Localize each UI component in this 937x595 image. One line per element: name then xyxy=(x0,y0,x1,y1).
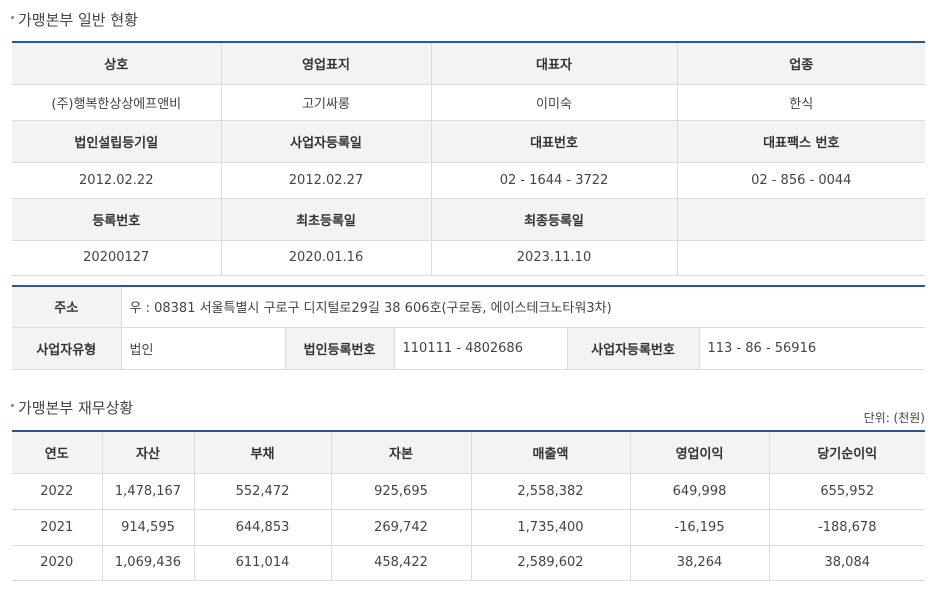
equity-cell: 269,742 xyxy=(331,509,472,546)
representative: 이미숙 xyxy=(431,84,678,121)
business-type-value: 법인 xyxy=(121,327,286,370)
liabilities-cell: 611,014 xyxy=(194,545,332,581)
header-cell: 사업자등록일 xyxy=(221,120,432,163)
assets-cell: 914,595 xyxy=(102,509,195,546)
incorporation-date: 2012.02.22 xyxy=(12,162,222,199)
table-row: 주소 우 : 08381 서울특별시 구로구 디지털로29길 38 606호(구… xyxy=(12,286,926,328)
year-cell: 2021 xyxy=(12,509,103,546)
corporate-registration-label: 법인등록번호 xyxy=(285,327,395,370)
assets-cell: 1,069,436 xyxy=(102,545,195,581)
header-cell: 최초등록일 xyxy=(221,198,432,241)
business-registration-date: 2012.02.27 xyxy=(221,162,432,199)
financial-status-title: 가맹본부 재무상황 xyxy=(11,397,133,418)
header-cell: 대표팩스 번호 xyxy=(677,120,925,163)
header-cell: 연도 xyxy=(12,431,103,474)
net-income-cell: -188,678 xyxy=(769,509,925,546)
net-income-cell: 38,084 xyxy=(769,545,925,581)
header-cell: 자산 xyxy=(102,431,195,474)
revenue-cell: 1,735,400 xyxy=(471,509,631,546)
header-cell: 영업표지 xyxy=(221,42,432,85)
header-cell: 최종등록일 xyxy=(431,198,678,241)
business-registration-label: 사업자등록번호 xyxy=(567,327,700,370)
header-cell xyxy=(677,198,925,241)
assets-cell: 1,478,167 xyxy=(102,473,195,510)
header-cell: 상호 xyxy=(12,42,222,85)
table-header-row: 등록번호 최초등록일 최종등록일 xyxy=(12,198,925,241)
bullet-icon xyxy=(11,16,14,19)
first-registration-date: 2020.01.16 xyxy=(221,240,432,276)
table-row: 2020 1,069,436 611,014 458,422 2,589,602… xyxy=(12,545,925,581)
bullet-icon xyxy=(11,404,14,407)
fax-number: 02 - 856 - 0044 xyxy=(677,162,925,199)
business-category: 한식 xyxy=(677,84,925,121)
financial-table: 연도 자산 부채 자본 매출액 영업이익 당기순이익 2022 1,478,16… xyxy=(12,430,925,581)
equity-cell: 925,695 xyxy=(331,473,472,510)
table-header-row: 연도 자산 부채 자본 매출액 영업이익 당기순이익 xyxy=(12,431,925,474)
year-cell: 2020 xyxy=(12,545,103,581)
liabilities-cell: 644,853 xyxy=(194,509,332,546)
year-cell: 2022 xyxy=(12,473,103,510)
header-cell: 당기순이익 xyxy=(769,431,925,474)
table-header-row: 법인설립등기일 사업자등록일 대표번호 대표팩스 번호 xyxy=(12,120,925,163)
address-label: 주소 xyxy=(12,286,122,328)
table-row: (주)행복한상상에프앤비 고기싸롱 이미숙 한식 xyxy=(12,84,925,121)
equity-cell: 458,422 xyxy=(331,545,472,581)
header-cell: 영업이익 xyxy=(630,431,770,474)
header-cell: 대표자 xyxy=(431,42,678,85)
revenue-cell: 2,589,602 xyxy=(471,545,631,581)
header-cell: 업종 xyxy=(677,42,925,85)
net-income-cell: 655,952 xyxy=(769,473,925,510)
phone-number: 02 - 1644 - 3722 xyxy=(431,162,678,199)
table-header-row: 상호 영업표지 대표자 업종 xyxy=(12,42,925,85)
operating-income-cell: 649,998 xyxy=(630,473,770,510)
general-info-table: 상호 영업표지 대표자 업종 (주)행복한상상에프앤비 고기싸롱 이미숙 한식 … xyxy=(12,41,925,276)
corporate-registration-value: 110111 - 4802686 xyxy=(394,327,568,370)
header-cell: 등록번호 xyxy=(12,198,222,241)
header-cell: 매출액 xyxy=(471,431,631,474)
table-row: 20200127 2020.01.16 2023.11.10 xyxy=(12,240,925,276)
business-type-label: 사업자유형 xyxy=(12,327,122,370)
liabilities-cell: 552,472 xyxy=(194,473,332,510)
general-status-title: 가맹본부 일반 현황 xyxy=(11,9,138,30)
address-table: 주소 우 : 08381 서울특별시 구로구 디지털로29길 38 606호(구… xyxy=(12,285,926,370)
revenue-cell: 2,558,382 xyxy=(471,473,631,510)
header-cell: 대표번호 xyxy=(431,120,678,163)
address-value: 우 : 08381 서울특별시 구로구 디지털로29길 38 606호(구로동,… xyxy=(121,286,926,328)
registration-number: 20200127 xyxy=(12,240,222,276)
brand-name: 고기싸롱 xyxy=(221,84,432,121)
table-row: 2022 1,478,167 552,472 925,695 2,558,382… xyxy=(12,473,925,510)
company-name: (주)행복한상상에프앤비 xyxy=(12,84,222,121)
operating-income-cell: 38,264 xyxy=(630,545,770,581)
header-cell: 자본 xyxy=(331,431,472,474)
operating-income-cell: -16,195 xyxy=(630,509,770,546)
header-cell: 부채 xyxy=(194,431,332,474)
table-row: 사업자유형 법인 법인등록번호 110111 - 4802686 사업자등록번호… xyxy=(12,327,926,370)
empty-cell xyxy=(677,240,925,276)
last-registration-date: 2023.11.10 xyxy=(431,240,678,276)
table-row: 2021 914,595 644,853 269,742 1,735,400 -… xyxy=(12,509,925,546)
table-row: 2012.02.22 2012.02.27 02 - 1644 - 3722 0… xyxy=(12,162,925,199)
business-registration-value: 113 - 86 - 56916 xyxy=(699,327,926,370)
header-cell: 법인설립등기일 xyxy=(12,120,222,163)
unit-label: 단위: (천원) xyxy=(863,411,925,425)
